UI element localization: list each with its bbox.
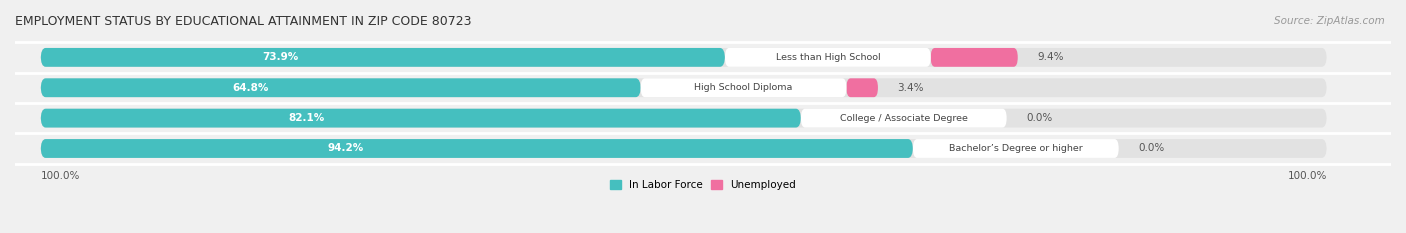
Text: 0.0%: 0.0% bbox=[1137, 144, 1164, 154]
Text: 9.4%: 9.4% bbox=[1038, 52, 1063, 62]
FancyBboxPatch shape bbox=[801, 109, 1007, 127]
FancyBboxPatch shape bbox=[41, 139, 1327, 158]
FancyBboxPatch shape bbox=[41, 78, 641, 97]
FancyBboxPatch shape bbox=[41, 78, 1327, 97]
Text: 3.4%: 3.4% bbox=[897, 83, 924, 93]
FancyBboxPatch shape bbox=[725, 48, 931, 67]
Text: High School Diploma: High School Diploma bbox=[695, 83, 793, 92]
Text: 73.9%: 73.9% bbox=[262, 52, 298, 62]
Text: 100.0%: 100.0% bbox=[41, 171, 80, 181]
Text: 0.0%: 0.0% bbox=[1026, 113, 1052, 123]
Text: Source: ZipAtlas.com: Source: ZipAtlas.com bbox=[1274, 16, 1385, 26]
FancyBboxPatch shape bbox=[41, 139, 912, 158]
Text: College / Associate Degree: College / Associate Degree bbox=[839, 114, 967, 123]
Text: 82.1%: 82.1% bbox=[288, 113, 325, 123]
FancyBboxPatch shape bbox=[41, 48, 1327, 67]
Text: 100.0%: 100.0% bbox=[1288, 171, 1327, 181]
Text: Less than High School: Less than High School bbox=[776, 53, 880, 62]
FancyBboxPatch shape bbox=[931, 48, 1018, 67]
Text: 64.8%: 64.8% bbox=[232, 83, 269, 93]
Legend: In Labor Force, Unemployed: In Labor Force, Unemployed bbox=[606, 176, 800, 194]
FancyBboxPatch shape bbox=[41, 109, 1327, 127]
Text: 94.2%: 94.2% bbox=[328, 144, 364, 154]
FancyBboxPatch shape bbox=[41, 109, 801, 127]
FancyBboxPatch shape bbox=[912, 139, 1119, 158]
FancyBboxPatch shape bbox=[641, 78, 846, 97]
FancyBboxPatch shape bbox=[41, 48, 725, 67]
Text: EMPLOYMENT STATUS BY EDUCATIONAL ATTAINMENT IN ZIP CODE 80723: EMPLOYMENT STATUS BY EDUCATIONAL ATTAINM… bbox=[15, 15, 471, 28]
Text: Bachelor’s Degree or higher: Bachelor’s Degree or higher bbox=[949, 144, 1083, 153]
FancyBboxPatch shape bbox=[846, 78, 877, 97]
